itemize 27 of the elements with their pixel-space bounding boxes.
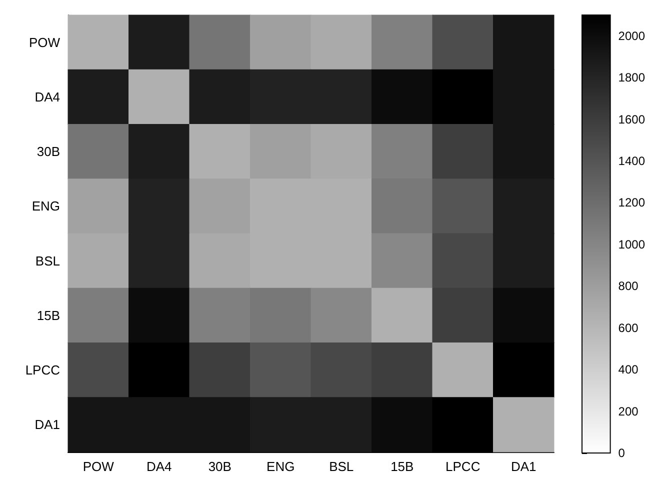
color-bar-label: 400 (618, 362, 639, 377)
y-tick-label: LPCC (25, 362, 60, 378)
color-bar-label: 600 (618, 320, 639, 335)
color-bar-label: 1800 (618, 70, 646, 85)
x-tick-label: DA4 (146, 459, 172, 474)
x-tick-label: DA1 (510, 459, 536, 474)
color-bar-label: 200 (618, 404, 639, 418)
color-bar-label: 1600 (618, 112, 646, 126)
color-bar-label: 1000 (618, 237, 646, 252)
x-tick-label: 30B (208, 459, 232, 474)
y-tick-label: DA4 (34, 89, 60, 104)
color-bar-label: 2000 (618, 28, 646, 43)
color-bar-label: 800 (618, 279, 639, 294)
color-bar-label: 1200 (618, 196, 646, 210)
x-tick-label: LPCC (446, 459, 480, 474)
x-tick-label: ENG (266, 459, 295, 474)
y-tick-label: 30B (36, 144, 60, 160)
y-tick-label: BSL (35, 253, 60, 268)
y-tick-label: 15B (36, 308, 60, 323)
y-tick-label: DA1 (34, 417, 60, 432)
x-tick-label: POW (82, 459, 115, 474)
x-tick-label: BSL (329, 459, 354, 474)
y-tick-label: ENG (32, 198, 60, 214)
x-tick-label: 15B (390, 459, 414, 474)
color-bar-label: 0 (618, 446, 626, 460)
y-tick-label: POW (28, 34, 61, 50)
color-bar-label: 1400 (618, 154, 646, 168)
